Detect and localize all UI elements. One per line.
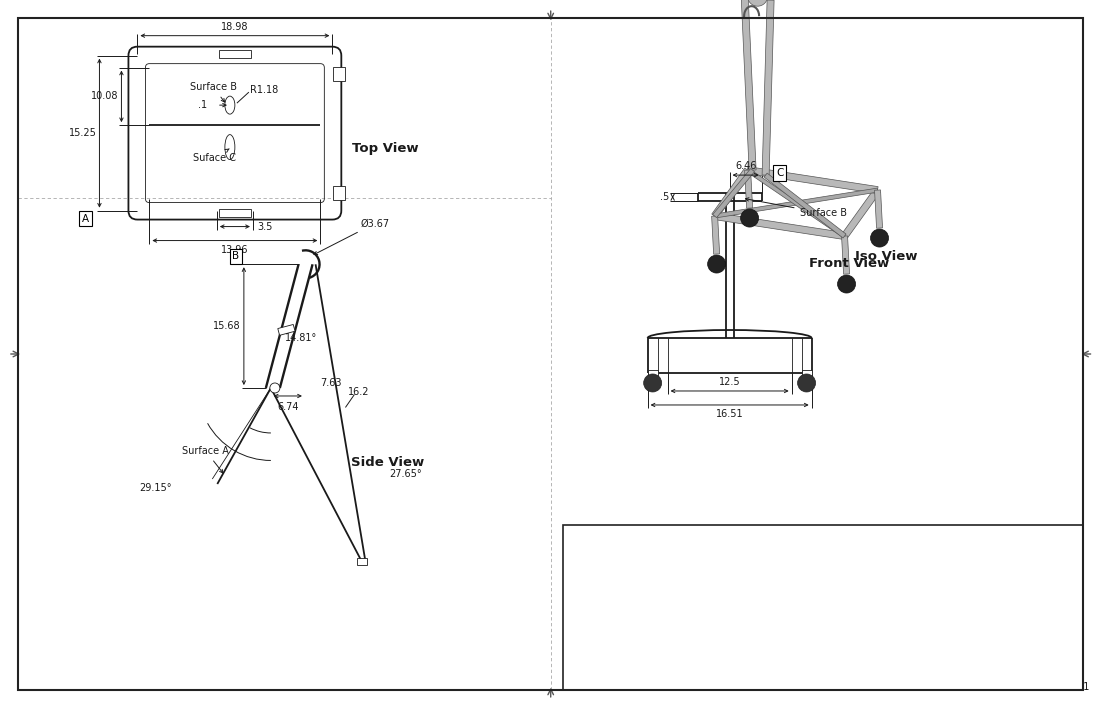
Circle shape [798, 374, 815, 392]
Text: Surface B: Surface B [745, 198, 846, 218]
Bar [219, 50, 251, 57]
Text: SHEET: SHEET [1037, 671, 1061, 680]
Text: 15.68: 15.68 [214, 321, 241, 331]
Text: 6.46: 6.46 [735, 161, 756, 171]
Polygon shape [875, 190, 883, 228]
Text: PROJECT: PROJECT [754, 527, 787, 536]
Text: 27.65°: 27.65° [389, 469, 422, 479]
Circle shape [644, 374, 661, 392]
Text: Suface C: Suface C [193, 149, 236, 163]
Text: Top View: Top View [353, 142, 419, 154]
Text: Wheelchair Rack: Wheelchair Rack [754, 590, 974, 616]
Text: 18.98: 18.98 [222, 22, 249, 32]
Polygon shape [842, 236, 850, 274]
Bar [333, 185, 345, 200]
Circle shape [871, 229, 888, 247]
Bar [278, 324, 295, 336]
Text: REV: REV [1037, 631, 1051, 640]
Text: SCALE  1:10: SCALE 1:10 [752, 682, 811, 692]
Text: SIZE: SIZE [752, 631, 768, 640]
Polygon shape [747, 166, 878, 193]
Text: CODE: CODE [791, 631, 813, 640]
Text: 3.5: 3.5 [257, 222, 272, 232]
Bar [801, 370, 811, 378]
Text: 6.74: 6.74 [277, 402, 299, 412]
Circle shape [747, 0, 768, 6]
Circle shape [707, 255, 725, 273]
Text: Front View: Front View [810, 256, 889, 270]
Text: B: B [233, 251, 239, 261]
Circle shape [741, 209, 758, 227]
Text: 16.2: 16.2 [347, 387, 369, 397]
Circle shape [838, 275, 855, 293]
Text: TITLE: TITLE [754, 577, 774, 586]
Text: Surface A: Surface A [182, 446, 229, 473]
Bar [333, 67, 345, 81]
Text: QI+ Project: QI+ Project [754, 538, 879, 557]
Text: Ø3.67: Ø3.67 [314, 218, 390, 255]
Text: Side View: Side View [352, 457, 424, 469]
Text: DRAWN: DRAWN [566, 671, 596, 680]
Polygon shape [764, 173, 846, 238]
Text: Surface B: Surface B [190, 82, 237, 102]
Polygon shape [742, 0, 756, 170]
Polygon shape [712, 216, 720, 254]
Polygon shape [763, 0, 774, 175]
Text: .5: .5 [660, 192, 670, 202]
Text: CHECKED: CHECKED [566, 651, 603, 660]
Text: Iso View: Iso View [854, 249, 917, 263]
Text: 10.08: 10.08 [91, 91, 118, 101]
Polygon shape [714, 188, 878, 218]
Bar [219, 209, 251, 217]
Text: 15.25: 15.25 [68, 128, 97, 138]
Text: A: A [82, 214, 89, 224]
Text: 29.15°: 29.15° [140, 483, 172, 493]
Polygon shape [713, 169, 755, 217]
Polygon shape [842, 188, 880, 238]
Text: 16.51: 16.51 [716, 409, 744, 419]
FancyBboxPatch shape [129, 47, 342, 219]
Text: B: B [754, 642, 761, 655]
Bar [563, 525, 1083, 690]
Text: WEIGHT: WEIGHT [882, 671, 912, 680]
Bar [648, 370, 658, 378]
Text: .1: .1 [197, 100, 207, 110]
Text: 12.5: 12.5 [719, 377, 741, 387]
Text: David Loveland   12/2/2024: David Loveland 12/2/2024 [566, 682, 702, 692]
Text: APPROVED: APPROVED [566, 631, 608, 640]
Circle shape [270, 383, 280, 393]
Polygon shape [714, 212, 845, 239]
Polygon shape [745, 170, 753, 208]
Text: 7.63: 7.63 [320, 378, 342, 388]
Polygon shape [746, 169, 845, 238]
Text: 14.81°: 14.81° [284, 333, 317, 343]
Text: SHEET  1/1: SHEET 1/1 [1037, 682, 1090, 692]
Polygon shape [712, 168, 750, 218]
Text: DWG NO: DWG NO [882, 631, 915, 640]
Text: 13.96: 13.96 [222, 244, 249, 255]
Bar [357, 558, 367, 564]
Text: R1.18: R1.18 [250, 85, 278, 95]
Text: C: C [776, 168, 784, 178]
